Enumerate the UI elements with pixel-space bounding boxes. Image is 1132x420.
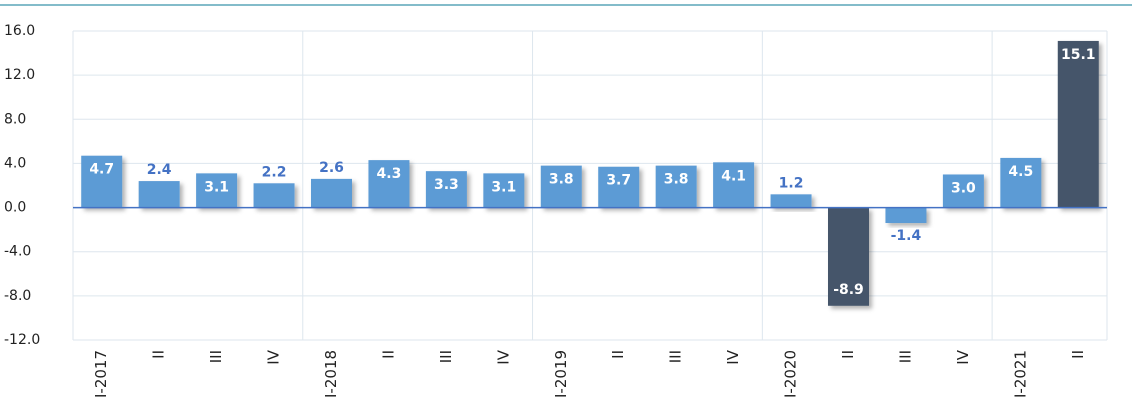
value-label: 4.7 [89, 162, 114, 178]
y-tick-label: -4.0 [4, 244, 31, 260]
value-label: 3.1 [204, 179, 229, 195]
bar [942, 174, 984, 208]
value-label: 3.3 [434, 177, 459, 193]
value-label: 3.1 [491, 179, 516, 195]
value-label: 2.6 [319, 160, 344, 176]
x-tick-label: III [667, 350, 685, 363]
x-tick-label: I-2020 [782, 350, 800, 398]
value-label: 4.5 [1008, 164, 1033, 180]
bar [196, 173, 238, 208]
x-tick-label: II [150, 350, 168, 359]
y-tick-label: 16.0 [4, 23, 35, 39]
x-tick-label: III [896, 350, 914, 363]
value-label: 3.0 [951, 180, 976, 196]
bar [138, 181, 180, 208]
value-label: -8.9 [833, 282, 864, 298]
x-tick-label: I-2021 [1011, 350, 1029, 398]
x-tick-label: IV [494, 349, 512, 364]
y-tick-label: 0.0 [4, 200, 26, 216]
value-label: 3.7 [606, 173, 631, 189]
bar [311, 178, 352, 208]
value-label: 1.2 [779, 175, 804, 191]
bar [885, 207, 927, 224]
value-label: 3.8 [664, 172, 689, 188]
y-tick-label: 8.0 [4, 111, 26, 127]
value-label: 3.8 [549, 172, 574, 188]
value-label: 4.1 [721, 168, 746, 184]
y-tick-label: -8.0 [4, 288, 31, 304]
y-tick-label: -12.0 [4, 332, 40, 348]
x-tick-label: II [839, 350, 857, 359]
bar [81, 155, 123, 208]
x-tick-label: II [1069, 350, 1087, 359]
x-tick-label: I-2018 [322, 350, 340, 398]
bar [253, 183, 295, 208]
bar [425, 171, 467, 208]
bar [828, 207, 869, 306]
bar [655, 165, 697, 208]
bar [1057, 40, 1099, 208]
bar [770, 194, 812, 208]
value-label: 4.3 [377, 166, 402, 182]
y-tick-label: 12.0 [4, 67, 35, 83]
value-label: 2.4 [147, 162, 172, 178]
bar [483, 173, 525, 208]
x-tick-label: II [609, 350, 627, 359]
bar [713, 162, 755, 208]
bar [598, 166, 640, 208]
value-label: -1.4 [891, 228, 922, 244]
bar [540, 165, 582, 208]
y-tick-label: 4.0 [4, 155, 26, 171]
x-tick-label: I-2017 [92, 350, 110, 398]
x-tick-label: IV [265, 349, 283, 364]
value-label: 2.2 [262, 164, 287, 180]
x-tick-label: III [207, 350, 225, 363]
x-tick-label: I-2019 [552, 350, 570, 398]
value-label: 15.1 [1061, 47, 1096, 63]
x-tick-label: IV [954, 349, 972, 364]
bar [368, 160, 410, 208]
x-tick-label: III [437, 350, 455, 363]
x-tick-label: II [379, 350, 397, 359]
x-tick-label: IV [724, 349, 742, 364]
bar [1000, 157, 1042, 208]
